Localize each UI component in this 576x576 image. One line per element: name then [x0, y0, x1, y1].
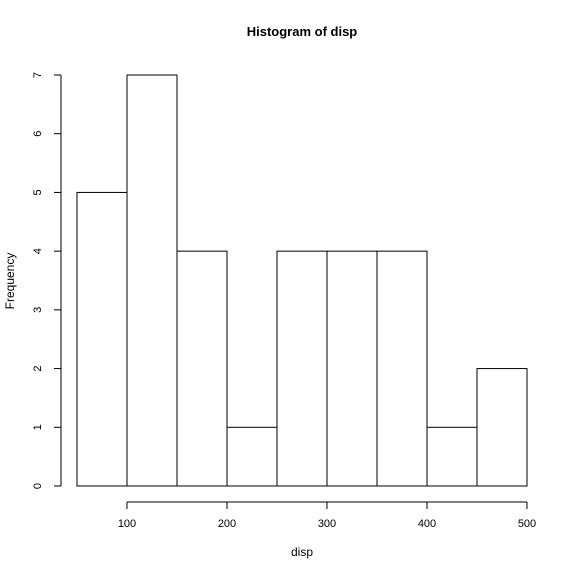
histogram-bar-1 [126, 74, 178, 487]
histogram-bar-5 [326, 250, 378, 487]
y-tick-label: 2 [32, 366, 44, 372]
x-tick-label: 100 [118, 518, 136, 530]
x-tick-label: 400 [418, 518, 436, 530]
y-tick-label: 7 [32, 72, 44, 78]
histogram-bar-6 [376, 250, 428, 487]
chart-title: Histogram of disp [247, 24, 358, 39]
y-tick-label: 0 [32, 483, 44, 489]
histogram-bar-8 [476, 368, 528, 487]
histogram-bar-0 [76, 191, 128, 487]
y-tick-label: 6 [32, 131, 44, 137]
histogram-bar-3 [226, 426, 278, 487]
x-axis-label: disp [291, 545, 313, 559]
bars [76, 74, 528, 487]
y-tick-label: 1 [32, 424, 44, 430]
histogram-bar-4 [276, 250, 328, 487]
x-axis: 100 200 300 400 500 [118, 501, 536, 530]
x-tick-label: 500 [518, 518, 536, 530]
y-axis: 0 1 2 3 4 5 6 7 [32, 72, 62, 489]
x-tick-label: 300 [318, 518, 336, 530]
x-tick-label: 200 [218, 518, 236, 530]
y-axis-label: Frequency [3, 253, 17, 310]
histogram-bar-7 [426, 426, 478, 487]
y-tick-label: 3 [32, 307, 44, 313]
y-tick-label: 4 [32, 248, 44, 254]
y-tick-label: 5 [32, 189, 44, 195]
histogram-bar-2 [176, 250, 228, 487]
